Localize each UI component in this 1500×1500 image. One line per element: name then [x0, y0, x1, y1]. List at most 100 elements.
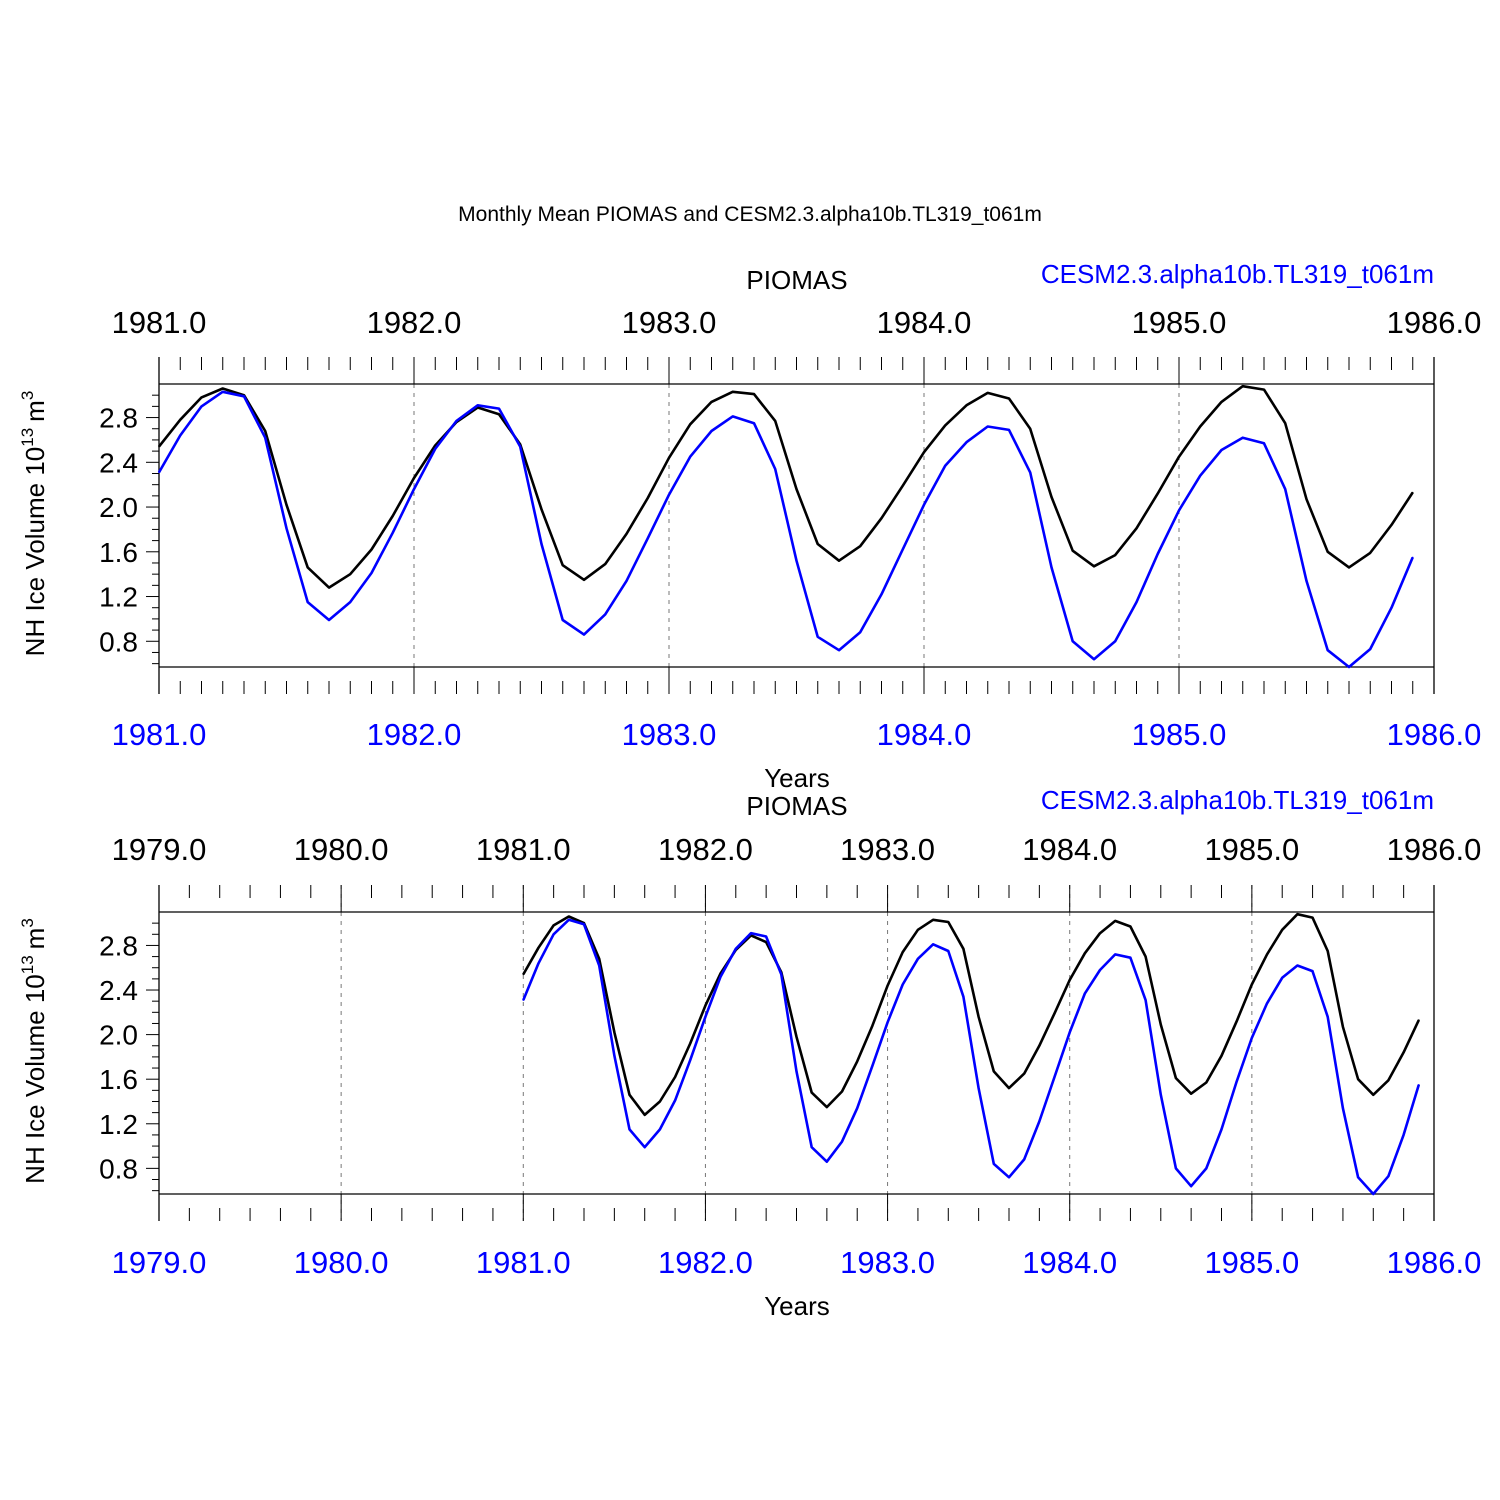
data-point-piomas	[1326, 551, 1329, 553]
data-point-piomas	[826, 1106, 828, 1108]
data-point-piomas	[1311, 916, 1314, 919]
data-point-cesm	[674, 1099, 676, 1102]
data-point-cesm	[1156, 553, 1159, 555]
data-point-piomas	[646, 497, 649, 499]
data-point-cesm	[1220, 1128, 1223, 1131]
data-point-piomas	[179, 419, 181, 421]
x-bottom-tick-label: 1982.0	[367, 717, 462, 752]
data-point-cesm	[1263, 442, 1265, 445]
data-point-piomas	[1008, 1087, 1010, 1089]
data-point-piomas	[561, 564, 564, 566]
data-point-piomas	[1160, 1023, 1162, 1026]
data-point-piomas	[568, 915, 570, 918]
data-point-cesm	[455, 420, 458, 422]
y-tick-label: 1.6	[99, 1064, 138, 1095]
data-point-cesm	[1114, 640, 1116, 643]
data-point-piomas	[1348, 566, 1350, 569]
data-point-cesm	[753, 422, 755, 425]
data-point-cesm	[625, 580, 628, 582]
data-point-cesm	[1311, 970, 1314, 972]
y-tick-label: 2.0	[99, 492, 138, 523]
x-axis-label: Years	[764, 1291, 830, 1321]
data-point-cesm	[1284, 488, 1286, 490]
data-point-piomas	[1175, 1077, 1177, 1079]
data-point-piomas	[1023, 1072, 1025, 1075]
y-tick-label: 2.0	[99, 1020, 138, 1051]
data-point-cesm	[965, 441, 968, 444]
data-point-cesm	[1199, 474, 1201, 477]
y-axis-label-unit: m	[20, 928, 50, 950]
data-point-cesm	[613, 1055, 616, 1057]
data-point-cesm	[519, 445, 521, 448]
data-point-cesm	[1241, 436, 1244, 439]
data-point-cesm	[643, 1146, 646, 1148]
data-point-cesm	[628, 1128, 631, 1131]
y-tick-label: 1.2	[99, 582, 138, 613]
data-point-cesm	[1326, 1016, 1329, 1018]
data-point-piomas	[1084, 952, 1086, 954]
data-point-piomas	[1296, 913, 1299, 915]
x-top-tick-label: 1986.0	[1387, 832, 1482, 867]
data-point-cesm	[1160, 1094, 1162, 1096]
data-point-cesm	[986, 425, 989, 428]
data-point-cesm	[413, 488, 415, 490]
data-point-piomas	[1390, 524, 1393, 526]
data-point-piomas	[659, 1100, 661, 1103]
data-point-cesm	[1144, 999, 1147, 1001]
data-point-piomas	[1305, 498, 1308, 501]
x-top-tick-label: 1986.0	[1387, 305, 1482, 340]
data-point-cesm	[1387, 1175, 1390, 1177]
x-bottom-tick-label: 1983.0	[622, 717, 717, 752]
data-point-piomas	[1190, 1092, 1192, 1095]
data-point-piomas	[710, 401, 713, 403]
data-point-cesm	[1190, 1185, 1192, 1187]
data-point-cesm	[158, 471, 160, 474]
data-point-piomas	[1342, 1026, 1344, 1028]
data-point-cesm	[993, 1163, 995, 1165]
data-point-piomas	[795, 1036, 798, 1038]
data-point-cesm	[962, 995, 965, 998]
data-point-piomas	[1220, 401, 1223, 403]
data-point-cesm	[583, 633, 585, 636]
data-point-piomas	[880, 517, 883, 519]
data-point-piomas	[1114, 920, 1116, 922]
data-point-cesm	[1099, 969, 1101, 971]
data-point-piomas	[370, 548, 373, 551]
data-point-piomas	[1199, 425, 1201, 428]
series-cesm-line	[157, 390, 1414, 669]
data-point-piomas	[1038, 1045, 1041, 1047]
series-piomas-line	[157, 384, 1414, 589]
data-point-cesm	[1402, 1134, 1405, 1136]
data-point-piomas	[413, 477, 415, 479]
data-point-cesm	[1178, 509, 1180, 512]
y-tick-label: 1.6	[99, 537, 138, 568]
data-point-cesm	[1235, 1080, 1238, 1083]
data-point-cesm	[604, 613, 606, 616]
data-point-cesm	[1411, 556, 1414, 559]
data-point-piomas	[1135, 527, 1138, 530]
data-point-piomas	[1156, 492, 1159, 495]
y-axis-label-exponent: 13	[18, 428, 37, 447]
data-point-piomas	[1369, 552, 1371, 554]
data-point-piomas	[522, 973, 525, 976]
data-point-cesm	[1129, 956, 1132, 959]
data-point-piomas	[328, 586, 330, 589]
data-point-cesm	[816, 636, 819, 638]
data-point-cesm	[498, 407, 500, 410]
data-point-cesm	[710, 430, 713, 432]
data-point-cesm	[856, 1107, 858, 1109]
data-point-piomas	[583, 579, 585, 581]
data-point-piomas	[962, 948, 965, 950]
data-point-cesm	[901, 983, 904, 986]
data-point-cesm	[1093, 658, 1095, 660]
data-point-piomas	[841, 1090, 843, 1093]
data-point-piomas	[1050, 496, 1053, 498]
data-point-piomas	[689, 423, 691, 426]
data-point-cesm	[780, 973, 783, 976]
data-point-cesm	[561, 619, 564, 621]
data-point-cesm	[552, 933, 555, 936]
x-bottom-tick-label: 1986.0	[1387, 717, 1482, 752]
y-tick-label: 0.8	[99, 1153, 138, 1184]
data-point-piomas	[859, 545, 861, 547]
x-top-tick-label: 1985.0	[1204, 832, 1299, 867]
